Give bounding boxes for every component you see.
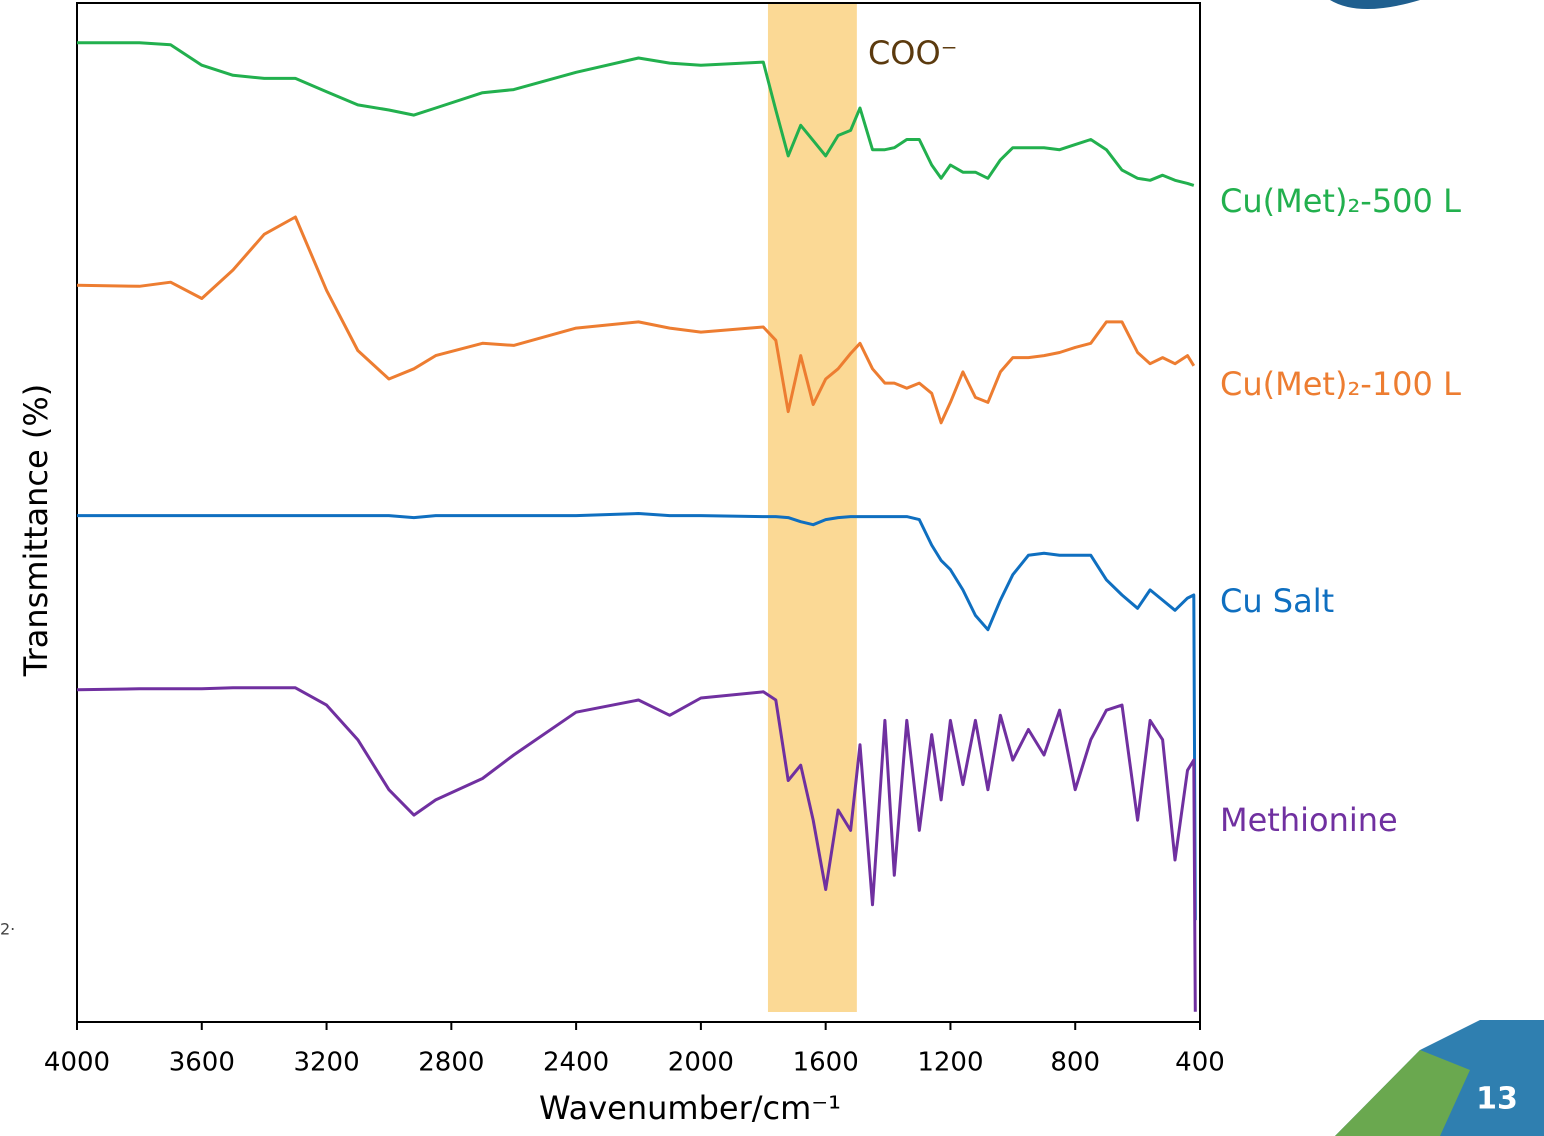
- decoration: [1335, 1050, 1470, 1136]
- decoration: [1330, 0, 1420, 9]
- series-line: [76, 686, 1197, 1012]
- text-fragment: 2·: [0, 920, 15, 939]
- plot-frame: [76, 2, 1201, 1023]
- highlight-band: [767, 3, 857, 1012]
- series-label: Methionine: [1220, 801, 1398, 839]
- highlight-label: COO⁻: [868, 34, 958, 72]
- series-label: Cu(Met)₂-100 L: [1220, 365, 1461, 403]
- series-line: [77, 512, 1197, 921]
- series-label: Cu(Met)₂-500 L: [1220, 182, 1461, 220]
- x-tick-label: 1600: [793, 1048, 859, 1078]
- x-tick-label: 800: [1050, 1048, 1100, 1078]
- x-tick-label: 2800: [418, 1048, 484, 1078]
- page-number: 13: [1476, 1082, 1518, 1117]
- x-tick-label: 3200: [293, 1048, 359, 1078]
- x-tick-label: 1200: [917, 1048, 983, 1078]
- x-axis-title: Wavenumber/cm⁻¹: [539, 1089, 841, 1127]
- x-tick-label: 4000: [44, 1048, 110, 1078]
- y-axis-title: Transmittance (%): [17, 384, 55, 677]
- x-tick-label: 400: [1175, 1048, 1225, 1078]
- series-line: [77, 41, 1195, 187]
- series-label: Cu Salt: [1220, 582, 1334, 620]
- series-line: [76, 215, 1196, 425]
- x-tick-label: 2400: [543, 1048, 609, 1078]
- x-tick-label: 2000: [668, 1048, 734, 1078]
- x-tick-label: 3600: [169, 1048, 235, 1078]
